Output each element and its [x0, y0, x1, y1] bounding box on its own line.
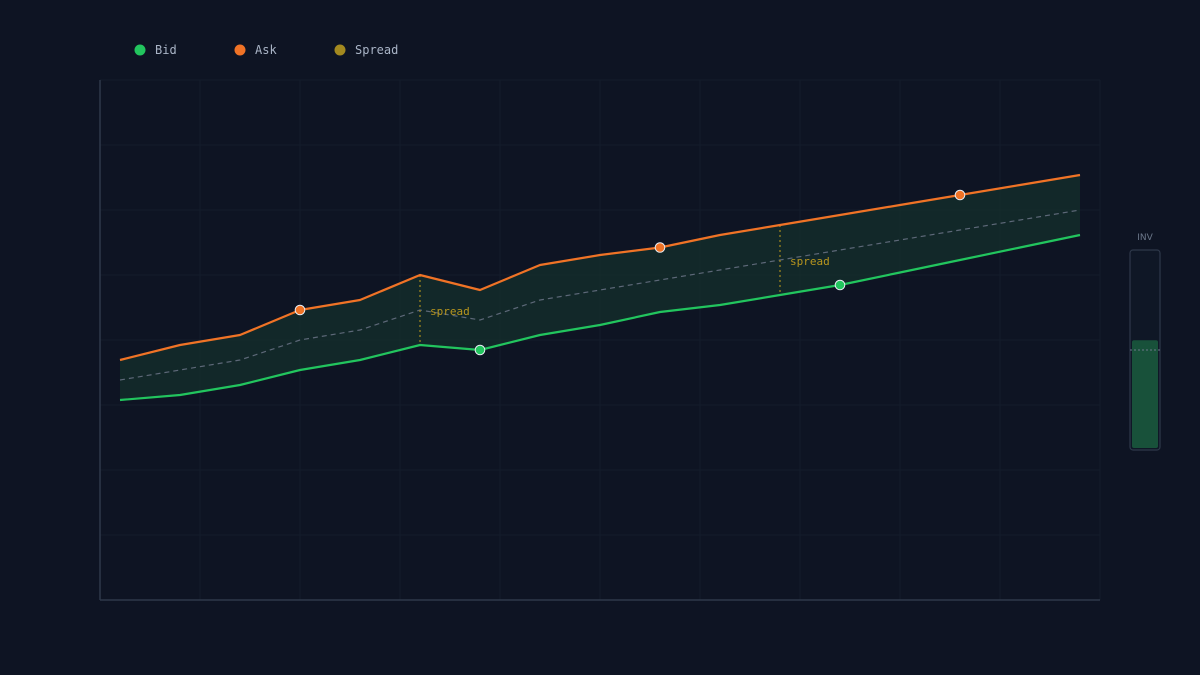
inventory-gauge-fill: [1132, 340, 1158, 448]
bid-series-line: [119, 233, 1081, 402]
legend-label-bid: Bid: [155, 43, 177, 57]
legend-label-ask: Ask: [255, 43, 277, 57]
bid-fill-marker[interactable]: [834, 279, 846, 291]
legend-item-ask[interactable]: Ask: [234, 43, 278, 57]
legend-swatch-spread: [334, 44, 346, 56]
inventory-label: INV: [1137, 233, 1153, 243]
ask-fill-marker[interactable]: [654, 242, 666, 253]
legend-swatch-bid: [134, 44, 146, 56]
bid-fill-marker[interactable]: [474, 344, 486, 356]
spread-band: [120, 175, 1080, 400]
legend: Bid Ask Spread: [134, 43, 399, 57]
legend-item-bid[interactable]: Bid: [134, 43, 177, 57]
fill-markers: [294, 189, 966, 356]
inventory-gauge: INV: [1129, 233, 1161, 451]
mid-price-line: [119, 209, 1081, 381]
axes: [99, 80, 1100, 601]
legend-item-spread[interactable]: Spread: [334, 43, 399, 57]
ask-fill-marker[interactable]: [954, 189, 966, 201]
spread-annotation-label: spread: [790, 255, 830, 268]
ask-fill-marker[interactable]: [294, 304, 306, 316]
legend-label-spread: Spread: [355, 43, 398, 57]
spread-annotation-label: spread: [430, 305, 470, 318]
spread-annotations: spread spread: [419, 225, 830, 345]
ask-series-line: [119, 173, 1081, 362]
legend-swatch-ask: [234, 44, 246, 56]
